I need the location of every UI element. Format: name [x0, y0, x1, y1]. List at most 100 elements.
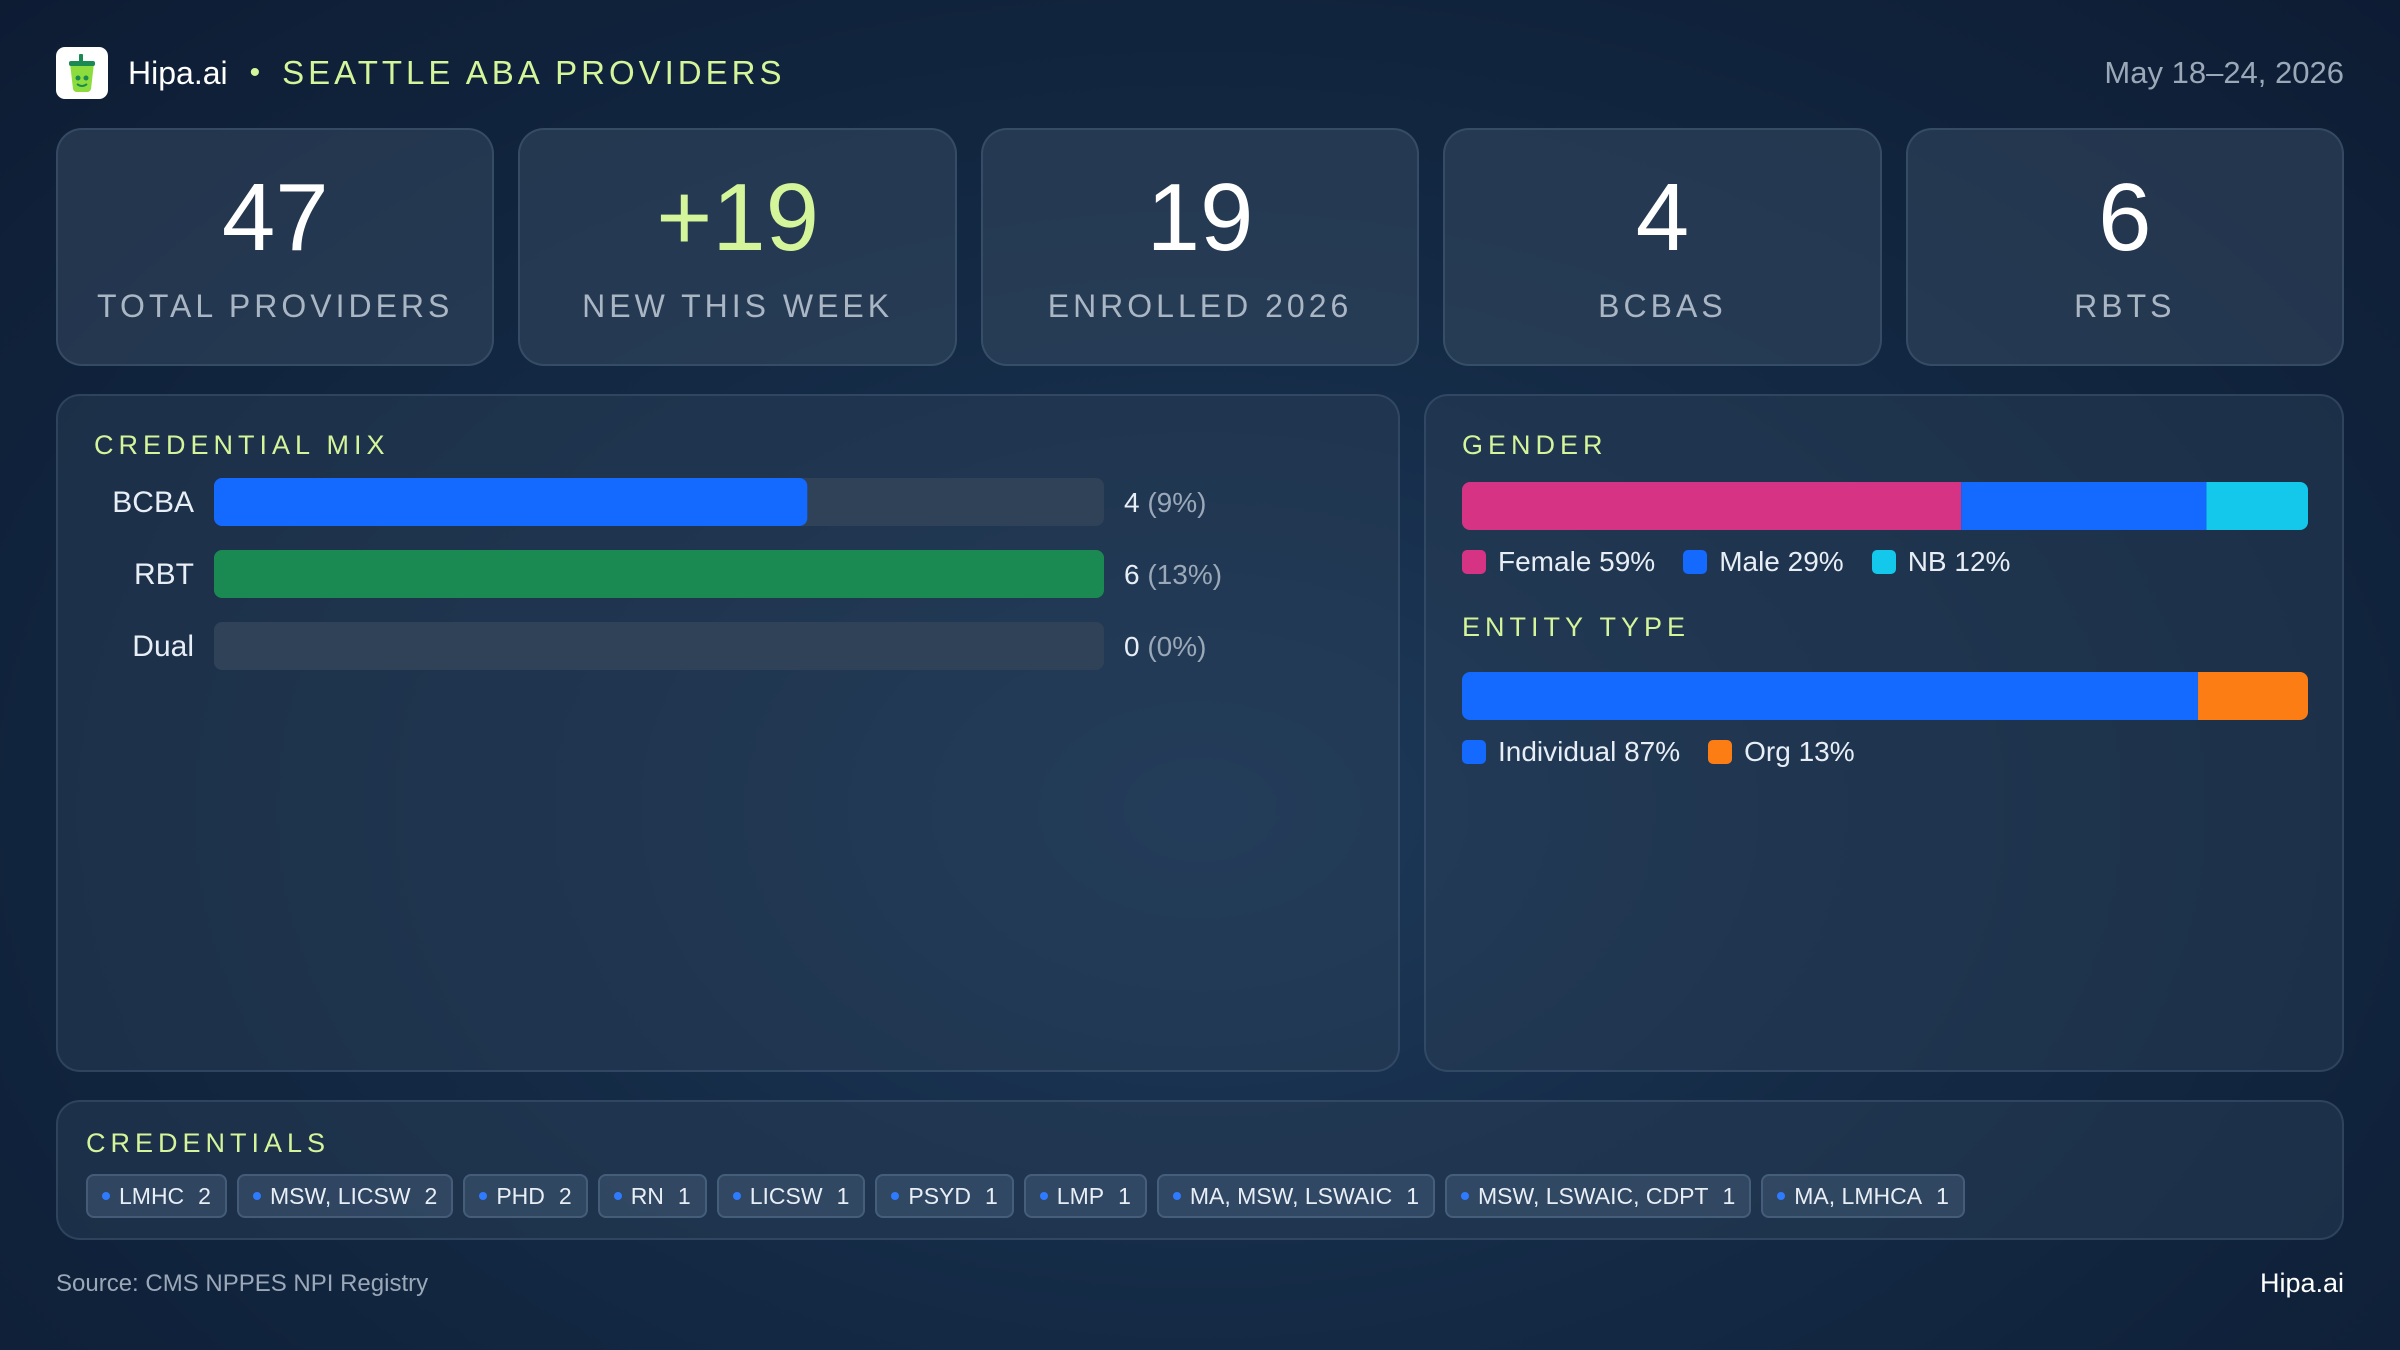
panel-title: CREDENTIALS [86, 1128, 331, 1158]
chip-count: 2 [424, 1182, 438, 1209]
bullet-icon [732, 1192, 741, 1200]
chip-count: 2 [558, 1182, 572, 1209]
kpi-row: 47 TOTAL PROVIDERS +19 NEW THIS WEEK 19 … [56, 128, 2345, 366]
credential-chip[interactable]: MA, MSW, LSWAIC 1 [1156, 1174, 1436, 1218]
chip-label: LMP [1056, 1182, 1105, 1209]
kpi-label: TOTAL PROVIDERS [97, 287, 454, 324]
kpi-label: ENROLLED 2026 [1047, 287, 1353, 324]
credential-chip[interactable]: RN 1 [597, 1174, 707, 1218]
chip-label: MA, LMHCA [1794, 1182, 1923, 1209]
kpi-value: +19 [656, 163, 820, 271]
chip-count: 1 [985, 1182, 998, 1209]
legend-item-male: Male 29% [1683, 546, 1844, 578]
chip-count: 2 [198, 1182, 211, 1209]
bar [214, 550, 1104, 598]
bullet-icon [1039, 1192, 1048, 1200]
segment-org [2198, 672, 2308, 720]
chip-count: 1 [677, 1182, 691, 1209]
bullet-icon [102, 1192, 110, 1200]
legend-item-nb: NB 12% [1871, 546, 2011, 578]
legend-label: Individual 87% [1498, 736, 1681, 767]
credential-chip[interactable]: PHD 2 [463, 1174, 588, 1218]
panel-title: CREDENTIAL MIX [94, 430, 390, 460]
source-note: Source: CMS NPPES NPI Registry [56, 1270, 429, 1297]
category-label: RBT [134, 558, 194, 591]
bullet-icon [891, 1192, 900, 1200]
kpi-total-providers: 47 TOTAL PROVIDERS [56, 128, 495, 366]
bar [214, 478, 808, 526]
legend-label: Org 13% [1744, 736, 1855, 767]
segment-individual [1462, 672, 2199, 720]
kpi-value: 6 [2098, 163, 2152, 271]
credential-chip[interactable]: LMP 1 [1023, 1174, 1147, 1218]
bullet-icon [1172, 1192, 1181, 1200]
segments [1462, 482, 2308, 530]
chip-label: RN [630, 1182, 664, 1209]
kpi-new-this-week: +19 NEW THIS WEEK [518, 128, 957, 366]
chip-label: LMHC [119, 1182, 185, 1209]
bar-track [214, 622, 1104, 670]
kpi-label: BCBAS [1598, 287, 1727, 324]
value-label: 6 (13%) [1124, 559, 1222, 590]
swatch [1462, 550, 1486, 574]
kpi-value: 47 [221, 163, 329, 271]
value-label: 4 (9%) [1124, 487, 1206, 518]
legend-label: Female 59% [1498, 546, 1656, 577]
credential-chip[interactable]: MSW, LSWAIC, CDPT 1 [1445, 1174, 1752, 1218]
segment-male [1961, 482, 2207, 530]
category-label: Dual [132, 630, 194, 663]
kpi-bcbas: 4 BCBAS [1443, 128, 1882, 366]
chip-label: PSYD [908, 1182, 971, 1209]
credential-chip[interactable]: PSYD 1 [875, 1174, 1014, 1218]
segment-nb [2206, 482, 2308, 530]
gender-stacked-bar [1462, 482, 2308, 530]
credential-mix-panel: CREDENTIAL MIX BCBA 4 (9%) RBT 6 (13%) Dual 0… [56, 394, 1400, 1072]
footer-brand: Hipa.ai [2259, 1268, 2344, 1298]
credential-chips: LMHC 2 MSW, LICSW 2 PHD 2 RN 1 LICSW 1 PSYD 1 … [86, 1174, 1965, 1218]
swatch [1462, 740, 1486, 764]
bullet-icon [252, 1192, 261, 1200]
kpi-label: RBTS [2074, 287, 2176, 324]
bullet-icon [613, 1192, 622, 1200]
swatch [1871, 550, 1896, 574]
bullet-icon [1777, 1192, 1786, 1200]
legend-item-org: Org 13% [1708, 736, 1855, 768]
chip-label: LICSW [749, 1182, 823, 1209]
credential-mix-chart: BCBA 4 (9%) RBT 6 (13%) Dual 0 (0%) [112, 478, 1222, 670]
chip-count: 1 [1406, 1182, 1420, 1209]
kpi-rbts: 6 RBTS [1905, 128, 2345, 366]
value-label: 0 (0%) [1124, 631, 1206, 662]
header: Hipa.ai • SEATTLE ABA PROVIDERS May 18–2… [56, 46, 2344, 100]
legend-label: NB 12% [1907, 546, 2011, 577]
legend-label: Male 29% [1719, 546, 1844, 577]
entity-legend: Individual 87% Org 13% [1462, 736, 1883, 768]
title-separator: • [249, 56, 261, 89]
swatch [1708, 740, 1733, 764]
credential-chip[interactable]: LICSW 1 [716, 1174, 866, 1218]
demographics-panel: GENDER Female 59% Male 29% NB 12% ENTITY… [1424, 394, 2344, 1072]
chip-count: 1 [1936, 1182, 1949, 1209]
chip-count: 1 [1722, 1182, 1736, 1209]
credential-chip[interactable]: MA, LMHCA 1 [1761, 1174, 1965, 1218]
category-label: BCBA [112, 486, 194, 519]
kpi-value: 4 [1635, 163, 1690, 271]
date-range: May 18–24, 2026 [2104, 55, 2344, 90]
segments [1462, 672, 2308, 720]
chip-label: MA, MSW, LSWAIC [1189, 1182, 1393, 1209]
chip-label: PHD [496, 1182, 545, 1209]
kpi-enrolled-2026: 19 ENROLLED 2026 [980, 128, 1420, 366]
credential-chip[interactable]: LMHC 2 [86, 1174, 227, 1218]
chip-count: 1 [1118, 1182, 1131, 1209]
cup-icon [56, 47, 108, 99]
brand-name: Hipa.ai [128, 54, 228, 91]
entity-stacked-bar [1462, 672, 2308, 720]
legend-item-individual: Individual 87% [1462, 736, 1680, 768]
gender-legend: Female 59% Male 29% NB 12% [1462, 546, 2038, 578]
panel-title: ENTITY TYPE [1462, 612, 1691, 642]
kpi-label: NEW THIS WEEK [582, 287, 894, 324]
credential-chip[interactable]: MSW, LICSW 2 [236, 1174, 454, 1218]
swatch [1683, 550, 1708, 574]
page-title: SEATTLE ABA PROVIDERS [282, 54, 786, 91]
chip-label: MSW, LSWAIC, CDPT [1478, 1182, 1709, 1209]
panel-title: GENDER [1462, 430, 1608, 460]
